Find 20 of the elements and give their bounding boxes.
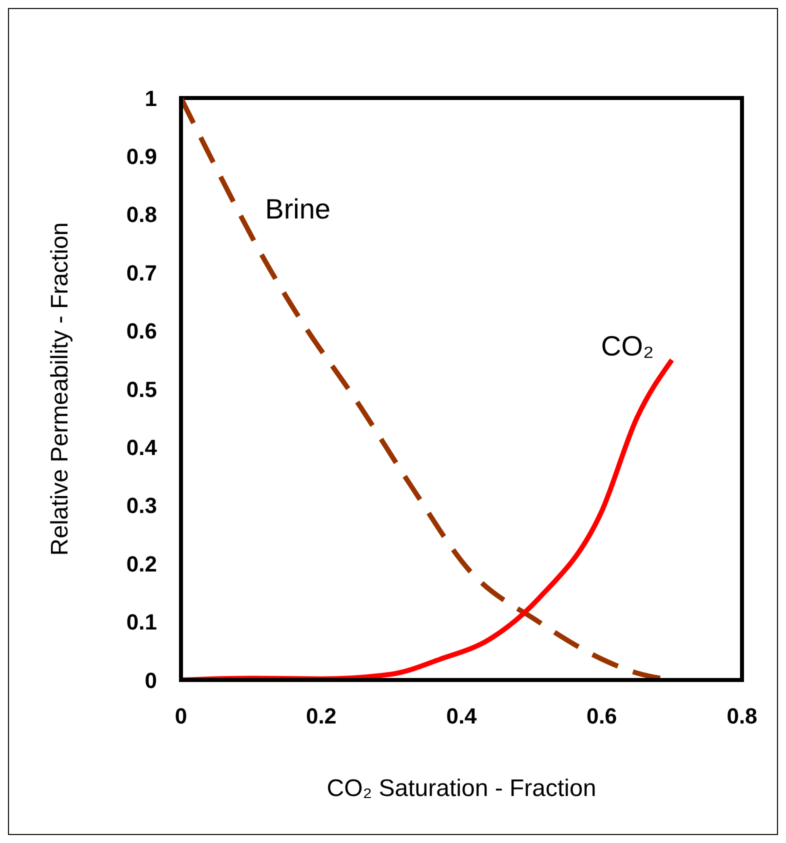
y-tick-label: 0.9 bbox=[126, 144, 157, 170]
x-tick-label: 0.8 bbox=[726, 704, 758, 729]
x-tick-label: 0.6 bbox=[586, 704, 618, 729]
y-tick-label: 1 bbox=[144, 86, 157, 111]
y-tick-label: 0.5 bbox=[126, 376, 157, 402]
y-tick-label: 0.4 bbox=[126, 435, 158, 460]
series-label: Brine bbox=[265, 193, 331, 224]
series-label: CO₂ bbox=[601, 330, 654, 362]
y-tick-label: 0.7 bbox=[126, 260, 157, 286]
y-tick-label: 0.3 bbox=[126, 493, 157, 518]
y-tick-label: 0.6 bbox=[126, 318, 157, 344]
x-axis-title: CO₂ Saturation - Fraction bbox=[326, 775, 596, 802]
x-tick-label: 0 bbox=[174, 704, 188, 729]
x-tick-label: 0.2 bbox=[306, 704, 337, 729]
y-tick-label: 0.2 bbox=[126, 551, 157, 576]
y-tick-label: 0.8 bbox=[126, 202, 157, 228]
y-tick-label: 0 bbox=[144, 668, 157, 693]
x-tick-label: 0.4 bbox=[446, 704, 478, 729]
y-axis-title: Relative Permeability - Fraction bbox=[46, 222, 74, 556]
y-tick-label: 0.1 bbox=[126, 610, 157, 635]
